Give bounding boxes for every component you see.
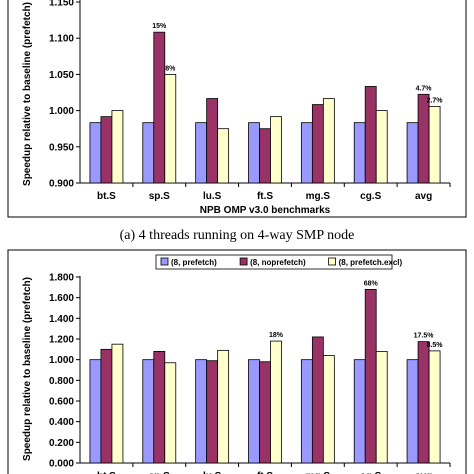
data-label: 17.5% bbox=[414, 333, 435, 340]
x-tick-label: ft.S bbox=[257, 191, 273, 202]
bar bbox=[300, 122, 313, 184]
bar bbox=[195, 359, 208, 464]
bar bbox=[311, 104, 324, 184]
bar bbox=[164, 362, 177, 464]
bar bbox=[375, 110, 388, 184]
data-label: 4.7% bbox=[416, 85, 433, 92]
bar bbox=[217, 128, 230, 184]
y-tick-label: 0.900 bbox=[49, 179, 74, 190]
y-tick-label: 1.000 bbox=[49, 355, 74, 366]
y-tick-label: 0.400 bbox=[49, 417, 74, 428]
y-tick-label: 1.800 bbox=[49, 273, 74, 284]
bar bbox=[206, 360, 219, 464]
x-tick-label: cg.S bbox=[360, 191, 381, 202]
x-tick-label: sp.S bbox=[149, 191, 170, 202]
bar bbox=[364, 288, 377, 464]
chart-a-frame bbox=[7, 0, 467, 218]
bar bbox=[153, 31, 166, 184]
bar bbox=[259, 361, 271, 464]
bar bbox=[100, 116, 113, 184]
x-tick-label: mg.S bbox=[306, 191, 331, 202]
bar bbox=[259, 128, 271, 184]
data-label: 8.5% bbox=[427, 342, 444, 349]
data-label: 15% bbox=[152, 23, 167, 30]
bar bbox=[89, 359, 102, 464]
x-tick-label: avg bbox=[415, 191, 432, 202]
legend-swatch bbox=[328, 257, 337, 266]
y-tick-label: 1.000 bbox=[49, 106, 74, 117]
chart-b-ylabel: Speedup relative to baseline (prefetch) bbox=[22, 277, 33, 461]
y-tick-label: 0.600 bbox=[49, 397, 74, 408]
legend-entry: (8, noprefetch) bbox=[250, 258, 306, 267]
chart-b: Speedup relative to baseline (prefetch) … bbox=[7, 249, 467, 474]
bar bbox=[270, 116, 282, 184]
x-tick-label: ft.S bbox=[257, 471, 273, 474]
bar bbox=[248, 359, 260, 464]
y-tick-label: 1.600 bbox=[49, 293, 74, 304]
chart-a-caption: (a) 4 threads running on 4-way SMP node bbox=[120, 228, 355, 243]
legend-swatch bbox=[160, 257, 169, 266]
x-tick-label: bt.S bbox=[97, 471, 116, 474]
data-label: 8% bbox=[165, 65, 176, 72]
x-tick-label: lu.S bbox=[203, 191, 222, 202]
bar bbox=[206, 98, 219, 184]
bar bbox=[322, 98, 335, 184]
bar bbox=[428, 350, 441, 464]
chart-a: Speedup relative to baseline (prefetch) … bbox=[7, 0, 467, 218]
bar bbox=[375, 350, 388, 464]
bar bbox=[417, 93, 430, 184]
bar bbox=[364, 86, 377, 184]
y-tick-label: 0.950 bbox=[49, 142, 74, 153]
x-tick-label: sp.S bbox=[149, 471, 170, 474]
legend-swatch bbox=[239, 257, 248, 266]
y-tick-label: 0.800 bbox=[49, 376, 74, 387]
chart-b-legend: (8, prefetch) (8, noprefetch) (8, prefetch… bbox=[155, 254, 403, 270]
bar bbox=[300, 359, 313, 464]
x-tick-label: cg.S bbox=[360, 471, 381, 474]
chart-a-ylabel: Speedup relative to baseline (prefetch) bbox=[22, 2, 33, 186]
bar bbox=[142, 122, 155, 184]
y-tick-label: 1.400 bbox=[49, 314, 74, 325]
y-tick-label: 0.000 bbox=[49, 459, 74, 470]
bar bbox=[111, 343, 124, 464]
bar bbox=[270, 340, 282, 464]
bar bbox=[311, 336, 324, 464]
data-label: 18% bbox=[269, 332, 284, 339]
x-tick-label: mg.S bbox=[306, 471, 331, 474]
chart-a-xlabel: NPB OMP v3.0 benchmarks bbox=[200, 205, 331, 216]
bar bbox=[153, 350, 166, 464]
bar bbox=[142, 359, 155, 464]
bar bbox=[111, 110, 124, 184]
bar bbox=[217, 349, 230, 464]
bar bbox=[417, 341, 430, 464]
y-tick-label: 1.050 bbox=[49, 70, 74, 81]
bar bbox=[164, 74, 177, 184]
data-label: 68% bbox=[364, 280, 379, 287]
legend-entry: (8, prefetch) bbox=[171, 258, 217, 267]
x-tick-label: bt.S bbox=[97, 191, 116, 202]
x-tick-label: avg bbox=[415, 471, 432, 474]
bar bbox=[353, 359, 366, 464]
bar bbox=[100, 348, 113, 464]
bar bbox=[195, 122, 208, 184]
bar bbox=[406, 122, 419, 184]
bar bbox=[322, 355, 335, 464]
bar bbox=[248, 122, 260, 184]
data-label: 2.7% bbox=[427, 97, 444, 104]
bar bbox=[89, 122, 102, 184]
bar bbox=[406, 359, 419, 464]
y-tick-label: 1.100 bbox=[49, 34, 74, 45]
y-tick-label: 1.150 bbox=[49, 0, 74, 9]
legend-entry: (8, prefetch.excl) bbox=[339, 258, 403, 267]
y-tick-label: 1.200 bbox=[49, 335, 74, 346]
y-tick-label: 0.200 bbox=[49, 438, 74, 449]
chart-b-frame bbox=[7, 249, 467, 474]
bar bbox=[428, 105, 441, 184]
bar bbox=[353, 122, 366, 184]
x-tick-label: lu.S bbox=[203, 471, 222, 474]
